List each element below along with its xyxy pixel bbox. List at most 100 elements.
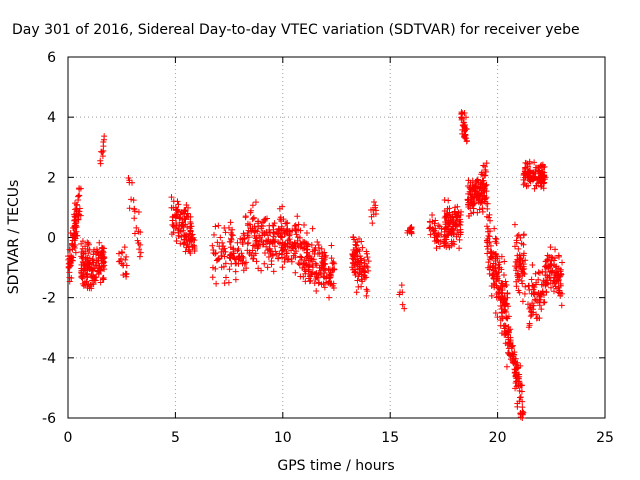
y-tick-label: 4 bbox=[47, 110, 56, 126]
data-point bbox=[266, 222, 273, 229]
data-point bbox=[525, 182, 532, 189]
data-point bbox=[452, 223, 459, 230]
data-point bbox=[276, 250, 283, 257]
data-point bbox=[136, 253, 143, 260]
data-point bbox=[472, 188, 479, 195]
data-point bbox=[258, 222, 265, 229]
data-point bbox=[373, 207, 380, 214]
data-point bbox=[121, 244, 128, 251]
data-point bbox=[292, 269, 299, 276]
data-point bbox=[520, 232, 527, 239]
data-point bbox=[352, 241, 359, 248]
data-point bbox=[492, 309, 499, 316]
data-point bbox=[448, 231, 455, 238]
y-tick-labels: -6 -4 -2 0 2 4 6 bbox=[42, 50, 56, 427]
data-point bbox=[505, 313, 512, 320]
data-point bbox=[432, 217, 439, 224]
data-point bbox=[531, 296, 538, 303]
data-point bbox=[299, 264, 306, 271]
data-point bbox=[90, 273, 97, 280]
data-point bbox=[497, 297, 504, 304]
data-point bbox=[303, 229, 310, 236]
data-point bbox=[209, 274, 216, 281]
data-point bbox=[371, 198, 378, 205]
data-point bbox=[66, 278, 73, 285]
data-point bbox=[486, 233, 493, 240]
data-point bbox=[549, 269, 556, 276]
data-point bbox=[351, 268, 358, 275]
data-point bbox=[512, 380, 519, 386]
data-point bbox=[181, 210, 188, 217]
data-point bbox=[177, 228, 184, 235]
data-point bbox=[209, 264, 216, 271]
data-point bbox=[97, 267, 104, 274]
data-point bbox=[443, 224, 450, 231]
data-point bbox=[521, 290, 528, 297]
data-point bbox=[330, 259, 337, 266]
data-point bbox=[547, 244, 554, 251]
data-point bbox=[321, 265, 328, 272]
data-point bbox=[502, 306, 509, 313]
data-point bbox=[131, 205, 138, 212]
data-point bbox=[100, 143, 107, 150]
data-point bbox=[84, 270, 91, 277]
data-point bbox=[250, 227, 257, 234]
data-point bbox=[318, 245, 325, 252]
data-point bbox=[265, 232, 272, 239]
data-point bbox=[522, 159, 529, 166]
data-point bbox=[67, 259, 74, 266]
data-point bbox=[536, 299, 543, 306]
data-point bbox=[508, 345, 515, 352]
data-point bbox=[123, 271, 130, 278]
data-point bbox=[273, 251, 280, 258]
data-point bbox=[462, 114, 469, 121]
data-point bbox=[461, 110, 468, 117]
data-point bbox=[450, 238, 457, 245]
data-point bbox=[487, 242, 494, 249]
data-point bbox=[516, 261, 523, 268]
data-point bbox=[174, 227, 181, 234]
data-point bbox=[406, 228, 413, 235]
data-point bbox=[83, 261, 90, 268]
data-point bbox=[511, 351, 518, 358]
data-point bbox=[453, 214, 460, 221]
data-point bbox=[556, 273, 563, 280]
data-point bbox=[122, 256, 129, 263]
data-point bbox=[407, 225, 414, 232]
data-point bbox=[290, 252, 297, 259]
data-point bbox=[217, 234, 224, 241]
data-point bbox=[95, 254, 102, 261]
data-point bbox=[72, 230, 79, 237]
data-point bbox=[369, 220, 376, 227]
data-point bbox=[545, 281, 552, 288]
data-point bbox=[221, 224, 228, 231]
data-point bbox=[365, 267, 372, 274]
data-point bbox=[246, 250, 253, 257]
data-point bbox=[538, 306, 545, 313]
x-tick-label: 20 bbox=[489, 430, 507, 446]
data-point bbox=[243, 265, 250, 272]
data-point bbox=[528, 276, 535, 283]
data-point bbox=[487, 217, 494, 224]
data-point bbox=[467, 186, 474, 193]
data-point bbox=[255, 218, 262, 225]
data-point bbox=[535, 175, 542, 182]
data-point bbox=[315, 241, 322, 248]
data-point bbox=[301, 222, 308, 229]
data-point bbox=[125, 175, 132, 182]
data-point bbox=[520, 409, 527, 416]
data-point bbox=[456, 236, 463, 243]
data-point bbox=[297, 240, 304, 247]
data-point bbox=[492, 255, 499, 262]
data-point bbox=[175, 208, 182, 215]
data-point bbox=[279, 264, 286, 271]
data-point bbox=[328, 255, 335, 262]
data-point bbox=[185, 213, 192, 220]
x-tick-label: 25 bbox=[596, 430, 614, 446]
data-point bbox=[492, 235, 499, 242]
data-point bbox=[487, 254, 494, 261]
data-point bbox=[66, 252, 73, 259]
data-point bbox=[175, 201, 182, 208]
data-point bbox=[126, 179, 133, 186]
